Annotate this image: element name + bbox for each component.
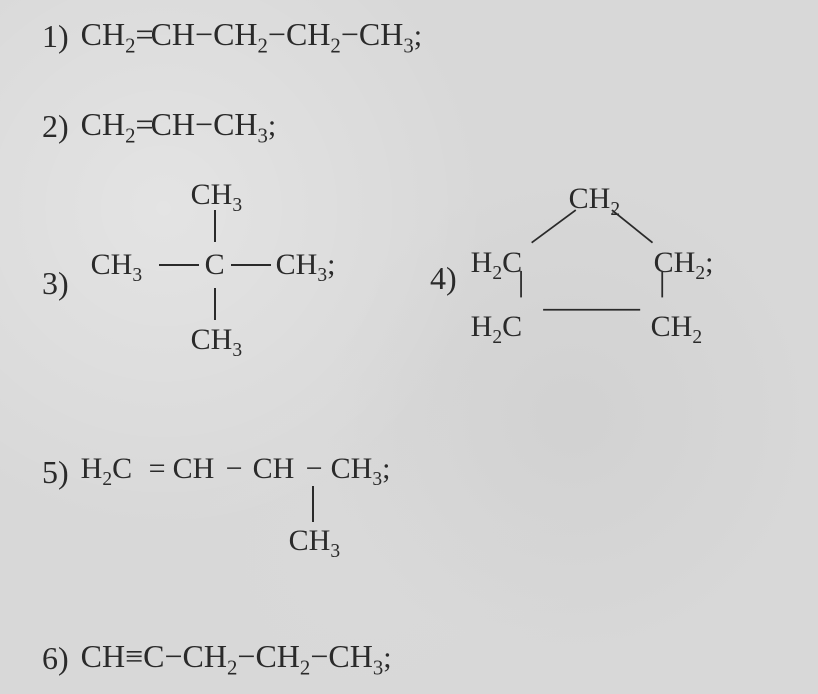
group-ch2: CH <box>81 16 125 52</box>
subscript: 3 <box>373 656 383 679</box>
single-bond: − <box>310 638 328 674</box>
group-ch: CH <box>151 106 195 142</box>
subscript: 2 <box>227 656 237 679</box>
terminator: ; <box>268 109 276 142</box>
group-ch3: CH3; <box>331 454 391 484</box>
node-top-ch2: CH2 <box>569 184 620 214</box>
group-ch3-top: CH3 <box>191 180 242 210</box>
group-c-center: C <box>205 250 225 280</box>
group-c: C <box>143 638 164 674</box>
double-bond: = <box>149 454 166 484</box>
group-ch: CH <box>253 454 295 484</box>
terminator: ; <box>327 248 335 281</box>
formula-1: CH2=CH−CH2−CH2−CH3; <box>81 18 422 51</box>
terminator: ; <box>382 452 390 485</box>
group-ch3-right: CH3; <box>276 250 336 280</box>
subscript: 2 <box>125 124 135 147</box>
subscript: 3 <box>258 124 268 147</box>
item-number: 6) <box>42 640 69 677</box>
item-number: 5) <box>42 454 69 491</box>
single-bond: − <box>195 16 213 52</box>
double-bond: = <box>136 16 151 52</box>
group-ch2: CH <box>81 106 125 142</box>
single-bond: − <box>226 454 243 484</box>
group-ch3: CH <box>328 638 372 674</box>
formula-item-6: 6) CH≡C−CH2−CH2−CH3; <box>42 640 392 677</box>
group-ch3: CH <box>359 16 403 52</box>
terminator: ; <box>705 246 713 279</box>
subscript: 3 <box>403 34 413 57</box>
group-ch2: CH <box>286 16 330 52</box>
group-ch2: CH <box>213 16 257 52</box>
group-ch: CH <box>173 454 215 484</box>
subscript: 2 <box>125 34 135 57</box>
subscript: 2 <box>300 656 310 679</box>
group-ch3-bottom: CH3 <box>191 325 242 355</box>
double-bond: = <box>136 106 151 142</box>
subscript: 2 <box>330 34 340 57</box>
formula-item-4: 4) CH2 H2C CH2; H2C CH2 <box>430 188 709 338</box>
group-h2c: H2C <box>81 454 132 484</box>
item-number: 1) <box>42 18 69 55</box>
formula-item-3: 3) CH3 CH3 C CH3; CH3 <box>42 180 341 360</box>
group-ch2: CH <box>183 638 227 674</box>
subscript: 2 <box>258 34 268 57</box>
node-upper-left-h2c: H2C <box>471 248 522 278</box>
node-upper-right-ch2: CH2; <box>654 248 714 278</box>
formula-2: CH2=CH−CH3; <box>81 108 277 141</box>
formula-4-cyclopentane: CH2 H2C CH2; H2C CH2 <box>469 188 709 338</box>
group-ch3-left: CH3 <box>91 250 142 280</box>
single-bond: − <box>195 106 213 142</box>
formula-item-1: 1) CH2=CH−CH2−CH2−CH3; <box>42 18 422 55</box>
item-number: 4) <box>430 260 457 297</box>
node-lower-right-ch2: CH2 <box>651 312 702 342</box>
single-bond: − <box>306 454 323 484</box>
item-number: 2) <box>42 108 69 145</box>
group-ch2: CH <box>255 638 299 674</box>
triple-bond: ≡ <box>125 638 143 674</box>
formula-item-5: 5) H2C = CH − CH − CH3; CH3 <box>42 450 511 560</box>
group-ch3: CH <box>213 106 257 142</box>
single-bond: − <box>268 16 286 52</box>
terminator: ; <box>414 19 422 52</box>
formula-3-structure: CH3 CH3 C CH3; CH3 <box>81 180 341 360</box>
formula-5-structure: H2C = CH − CH − CH3; CH3 <box>81 450 511 560</box>
group-ch3-branch: CH3 <box>289 526 340 556</box>
formula-6: CH≡C−CH2−CH2−CH3; <box>81 640 392 673</box>
formula-item-2: 2) CH2=CH−CH3; <box>42 108 276 145</box>
single-bond: − <box>237 638 255 674</box>
item-number: 3) <box>42 265 69 302</box>
node-lower-left-h2c: H2C <box>471 312 522 342</box>
group-ch: CH <box>151 16 195 52</box>
single-bond: − <box>341 16 359 52</box>
terminator: ; <box>383 641 391 674</box>
group-ch: CH <box>81 638 125 674</box>
single-bond: − <box>165 638 183 674</box>
